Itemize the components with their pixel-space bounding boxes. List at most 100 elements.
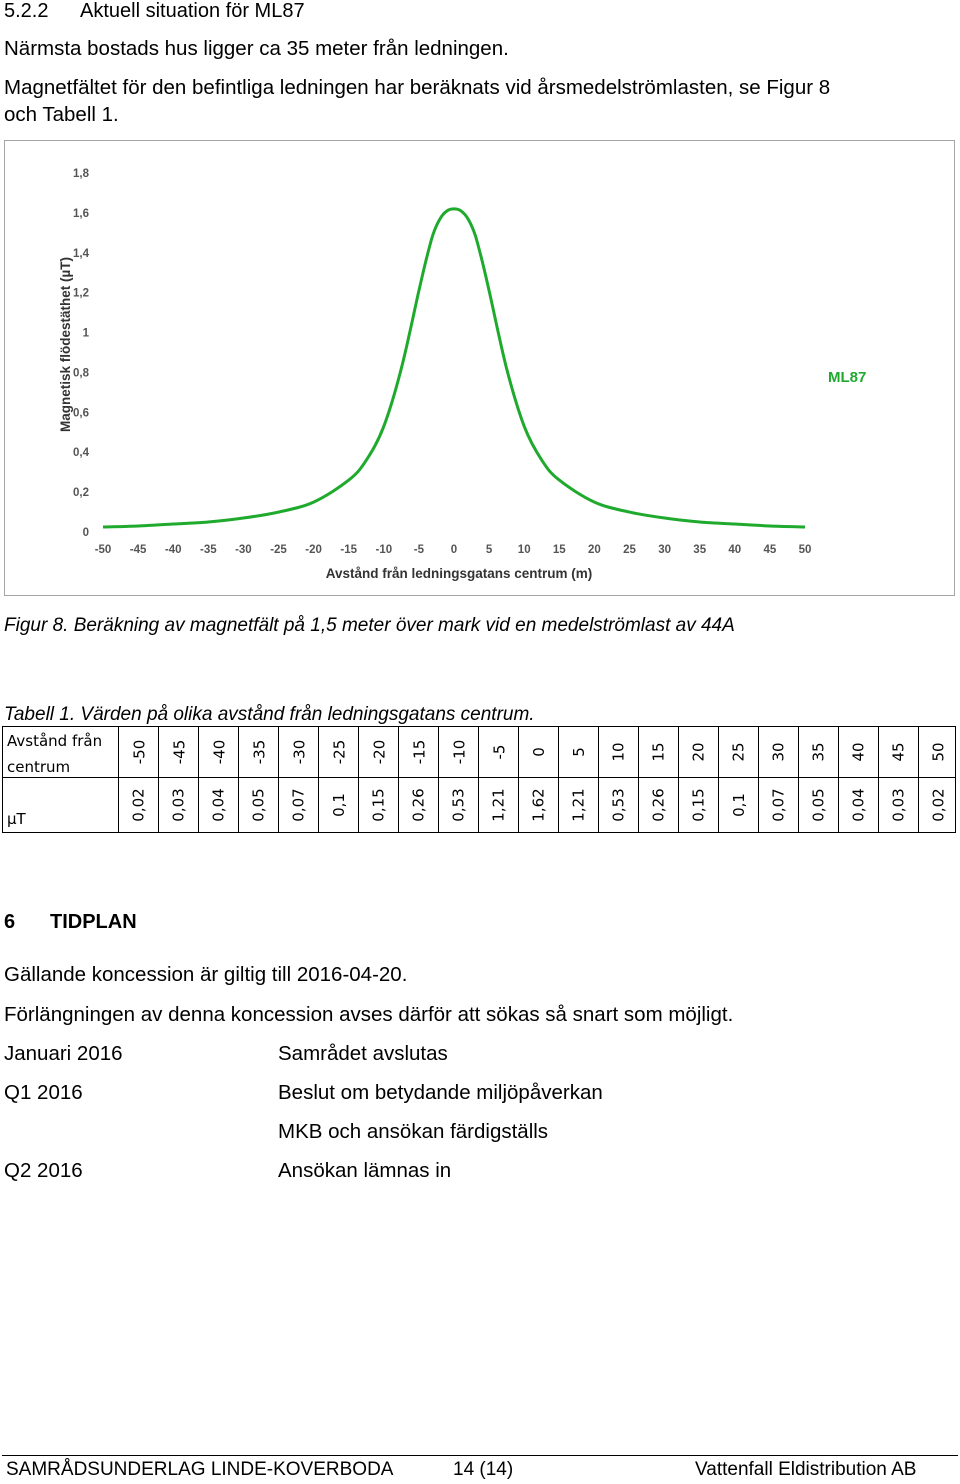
table-column-divider: [358, 727, 359, 832]
section6-paragraph-1: Gällande koncession är giltig till 2016-…: [4, 963, 408, 986]
table-cell-distance-text: 30: [770, 742, 788, 762]
table-cell-value: 0,1: [719, 778, 759, 832]
table-cell-distance-text: -5: [490, 744, 508, 760]
x-tick-label: 35: [693, 544, 706, 556]
table-caption: Tabell 1. Värden på olika avstånd från l…: [4, 704, 535, 725]
table-cell-value-text: 0,53: [610, 788, 628, 822]
y-tick-label: 1,4: [73, 248, 90, 260]
section-title: Aktuell situation för ML87: [80, 0, 305, 22]
table-cell-distance: 20: [679, 727, 719, 777]
figure-caption: Figur 8. Beräkning av magnetfält på 1,5 …: [4, 615, 735, 636]
figure-frame: 0 0,2 0,4 0,6 0,8 1 1,2 1,4 1,6 1,8 -50 -45 -40 -35-…: [4, 140, 955, 596]
table-cell-distance-text: 45: [890, 742, 908, 762]
table-column-divider: [918, 727, 919, 832]
table-cell-distance-text: -30: [290, 739, 308, 765]
table-cell-value-text: 0,03: [890, 788, 908, 822]
paragraph-magnetic-field-cont: och Tabell 1.: [4, 103, 119, 126]
table-column-divider: [158, 727, 159, 832]
x-tick-label: 30: [658, 544, 671, 556]
table-cell-distance: -45: [159, 727, 199, 777]
table-cell-value-text: 0,04: [210, 788, 228, 822]
table-cell-value-text: 0,1: [729, 793, 748, 817]
x-tick-label: -10: [375, 544, 392, 556]
x-tick-label: -45: [130, 544, 147, 556]
table-cell-distance-text: 35: [810, 742, 828, 762]
table-cell-value-text: 0,05: [250, 788, 268, 822]
table-cell-distance: -5: [479, 727, 519, 777]
x-tick-label: -50: [95, 544, 112, 556]
x-tick-label: 50: [799, 544, 812, 556]
page-footer: SAMRÅDSUNDERLAG LINDE-KOVERBODA 14 (14) …: [0, 1455, 960, 1484]
table-row-label-ut: µT: [7, 810, 26, 828]
table-cell-value-text: 0,02: [930, 788, 948, 822]
table-cell-distance-text: -15: [410, 739, 428, 765]
section6-number: 6: [4, 911, 16, 933]
table-cell-distance-text: -20: [370, 739, 388, 765]
table-cell-distance: 5: [559, 727, 599, 777]
table-cell-distance: -40: [199, 727, 239, 777]
table-cell-value-text: 0,07: [770, 788, 788, 822]
schedule-when-4: Q2 2016: [4, 1159, 83, 1182]
table-cell-value: 0,15: [679, 778, 719, 832]
table-cell-value: 0,26: [639, 778, 679, 832]
table-cell-value-text: 0,02: [130, 788, 148, 822]
table-cell-value-text: 0,15: [690, 788, 708, 822]
table-cell-value-text: 0,15: [370, 788, 388, 822]
table-cell-distance: 35: [799, 727, 839, 777]
schedule-when-2: Q1 2016: [4, 1081, 83, 1104]
table-cell-distance-text: -35: [250, 739, 268, 765]
table-cell-distance-text: 20: [690, 742, 708, 762]
x-tick-label: 40: [728, 544, 741, 556]
table-column-divider: [598, 727, 599, 832]
table-cell-value: 0,26: [399, 778, 439, 832]
y-tick-label: 0,8: [73, 367, 90, 379]
magnetic-field-chart: 00,20,40,60,811,21,41,61,8 -50 -45 -40 -35-…: [58, 168, 866, 581]
y-tick-label: 0,2: [73, 487, 89, 499]
table-cell-distance: 0: [519, 727, 559, 777]
table-cell-value-text: 0,05: [810, 788, 828, 822]
table-column-divider: [438, 727, 439, 832]
section6-title: TIDPLAN: [50, 911, 137, 933]
table-column-divider: [678, 727, 679, 832]
series-line-ml87: [102, 207, 806, 529]
table-cell-value-text: 0,04: [850, 788, 868, 822]
table-cell-distance: 25: [719, 727, 759, 777]
x-tick-label: -35: [200, 544, 217, 556]
table-column-divider: [878, 727, 879, 832]
y-tick-label: 1,2: [73, 288, 89, 300]
table-cell-distance-text: 15: [650, 742, 668, 762]
table-column-divider: [798, 727, 799, 832]
chart-x-label: Avstånd från ledningsgatans centrum (m): [326, 566, 593, 581]
paragraph-distance: Närmsta bostads hus ligger ca 35 meter f…: [4, 37, 509, 60]
table-divider: [3, 777, 955, 778]
table-cell-value-text: 0,53: [450, 788, 468, 822]
y-tick-label: 0,6: [73, 407, 89, 419]
table-cell-distance-text: -40: [210, 739, 228, 765]
table-cell-value-text: 1,21: [570, 788, 588, 822]
paragraph-magnetic-field: Magnetfältet för den befintliga ledninge…: [4, 76, 831, 99]
x-tick-label: -40: [165, 544, 182, 556]
table-column-divider: [398, 727, 399, 832]
table-cell-value: 0,15: [359, 778, 399, 832]
footer-rule: [2, 1455, 958, 1456]
y-tick-label: 0: [83, 527, 89, 539]
x-tick-label: -15: [340, 544, 357, 556]
table-row-label-distance: Avstånd från centrum: [7, 732, 103, 776]
chart-y-ticks: 0 0,2 0,4 0,6 0,8 1 1,2 1,4 1,6 1,8: [73, 168, 90, 539]
x-tick-label: 5: [486, 544, 493, 556]
table-column-divider: [198, 727, 199, 832]
table-cell-distance: 10: [599, 727, 639, 777]
x-tick-label: -25: [270, 544, 287, 556]
x-tick-label: -20: [305, 544, 322, 556]
table-cell-distance-text: 50: [930, 742, 948, 762]
section-number: 5.2.2: [4, 0, 49, 22]
x-tick-label: 0: [451, 544, 457, 556]
table-cell-value: 1,62: [519, 778, 559, 832]
table-column-divider: [838, 727, 839, 832]
table-cell-value: 0,07: [279, 778, 319, 832]
table-cell-distance: -50: [119, 727, 159, 777]
table-cell-distance: 45: [879, 727, 919, 777]
table-cell-value-text: 0,07: [290, 788, 308, 822]
table-cell-distance-text: -45: [170, 739, 188, 765]
table-cell-distance: -15: [399, 727, 439, 777]
